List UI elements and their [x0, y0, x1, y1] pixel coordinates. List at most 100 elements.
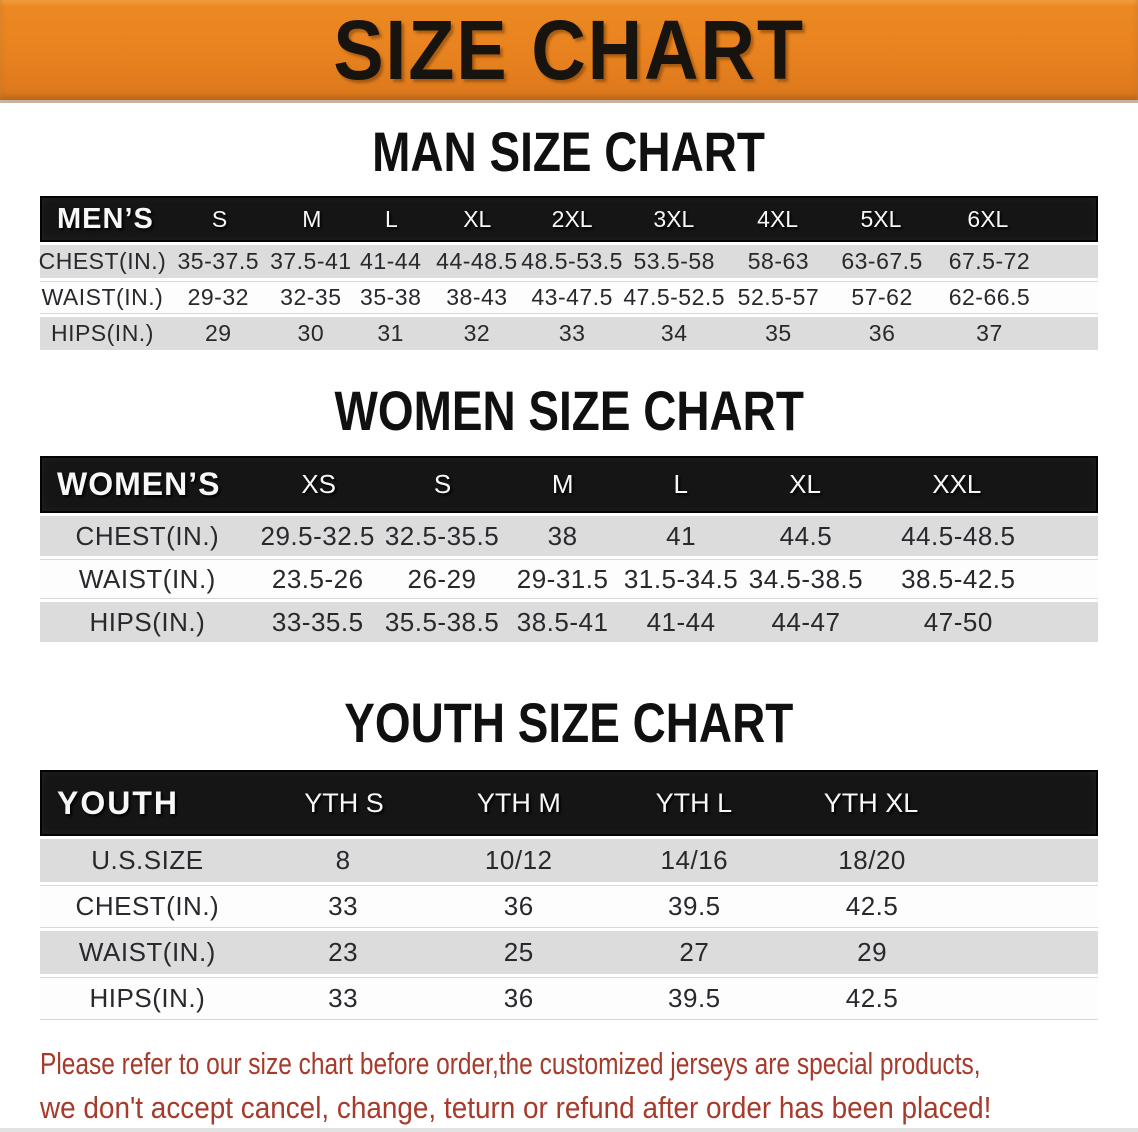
row-label: CHEST(IN.)	[38, 248, 167, 274]
header-size-label: YTH S	[304, 787, 384, 818]
size-chart-banner: SIZE CHART	[0, 0, 1138, 103]
size-cell: 34.5-38.5	[748, 563, 864, 594]
row-label: WAIST(IN.)	[41, 284, 164, 310]
table-row: WAIST(IN.) 23 25 27 29	[40, 931, 1098, 974]
row-label: CHEST(IN.)	[75, 520, 220, 551]
size-cell: 63-67.5	[841, 248, 923, 274]
size-cell: 29-31.5	[516, 563, 609, 594]
section-title: WOMEN SIZE CHART	[0, 379, 1138, 442]
header-group-label: YOUTH	[57, 784, 179, 821]
table-row: HIPS(IN.) 33 36 39.5 42.5	[40, 977, 1098, 1020]
size-cell: 47-50	[923, 606, 993, 637]
notice-text: we don't accept cancel, change, teturn o…	[40, 1090, 992, 1125]
size-cell: 29	[857, 937, 888, 967]
header-size-label: 3XL	[653, 205, 695, 232]
row-label: CHEST(IN.)	[75, 891, 220, 921]
size-cell: 35-38	[360, 284, 422, 310]
size-cell: 38.5-42.5	[901, 563, 1016, 594]
bottom-divider	[0, 1128, 1138, 1132]
header-size-label: S	[433, 469, 452, 499]
size-cell: 29-32	[187, 284, 249, 310]
section-title-text: WOMEN SIZE CHART	[334, 379, 804, 442]
row-label: HIPS(IN.)	[89, 983, 206, 1013]
size-cell: 57-62	[851, 284, 913, 310]
size-cell: 67.5-72	[948, 248, 1031, 274]
size-cell: 29	[204, 320, 232, 346]
header-size-label: 5XL	[860, 205, 902, 232]
youth-size-section: YOUTH SIZE CHART YOUTH YTH S YTH M YTH L YTH …	[0, 691, 1138, 1020]
size-cell: 36	[503, 891, 534, 921]
header-size-label: M	[302, 205, 322, 232]
size-cell: 32-35	[280, 284, 342, 310]
size-cell: 58-63	[747, 248, 810, 274]
size-cell: 23	[328, 937, 359, 967]
size-table: WOMEN’S XS S M L XL XXL CHEST(IN.) 29.5-32.5 32.5…	[40, 456, 1098, 642]
header-size-label: L	[673, 469, 688, 499]
size-cell: 37	[976, 320, 1003, 346]
size-cell: 36	[503, 983, 534, 1013]
section-title: MAN SIZE CHART	[0, 120, 1138, 183]
table-row: WAIST(IN.) 23.5-26 26-29 29-31.5 31.5-34.5 34…	[40, 559, 1098, 599]
size-cell: 8	[335, 845, 351, 875]
notice-text: Please refer to our size chart before or…	[40, 1046, 981, 1081]
header-size-label: YTH XL	[823, 787, 919, 818]
size-cell: 35-37.5	[177, 248, 260, 274]
size-cell: 32	[463, 320, 491, 346]
size-cell: 36	[868, 320, 896, 346]
header-group-label: WOMEN’S	[57, 466, 221, 502]
size-cell: 18/20	[838, 845, 906, 875]
table-row: CHEST(IN.) 33 36 39.5 42.5	[40, 885, 1098, 928]
size-cell: 48.5-53.5	[521, 248, 623, 274]
size-cell: 47.5-52.5	[623, 284, 726, 310]
notice-line-1: Please refer to our size chart before or…	[40, 1042, 1138, 1086]
header-size-label: YTH M	[476, 787, 561, 818]
row-label: WAIST(IN.)	[78, 563, 216, 594]
table-row: HIPS(IN.) 33-35.5 35.5-38.5 38.5-41 41-44 44-…	[40, 602, 1098, 642]
size-cell: 35	[765, 320, 792, 346]
size-cell: 33	[328, 891, 359, 921]
header-size-label: XL	[463, 205, 492, 232]
size-cell: 52.5-57	[737, 284, 820, 310]
table-header-row: YOUTH YTH S YTH M YTH L YTH XL	[40, 770, 1098, 836]
size-cell: 44.5-48.5	[901, 520, 1016, 551]
size-cell: 38-43	[446, 284, 508, 310]
size-cell: 27	[679, 937, 710, 967]
page-title: SIZE CHART	[333, 3, 805, 97]
header-size-label: YTH L	[655, 787, 733, 818]
size-cell: 33	[558, 320, 586, 346]
header-size-label: M	[551, 469, 574, 499]
section-title: YOUTH SIZE CHART	[0, 691, 1138, 754]
size-cell: 31.5-34.5	[623, 563, 739, 594]
header-size-label: XL	[789, 469, 821, 499]
size-cell: 39.5	[668, 983, 721, 1013]
size-cell: 42.5	[845, 983, 899, 1013]
header-size-label: XS	[301, 469, 336, 499]
row-label: WAIST(IN.)	[78, 937, 216, 967]
size-cell: 38	[547, 520, 578, 551]
table-header-row: MEN’S S M L XL 2XL 3XL 4XL 5XL 6XL	[40, 196, 1098, 242]
header-size-label: S	[211, 205, 228, 232]
size-cell: 23.5-26	[271, 563, 364, 594]
table-row: WAIST(IN.) 29-32 32-35 35-38 38-43 43-47.5 47.…	[40, 281, 1098, 314]
row-label: U.S.SIZE	[91, 845, 204, 875]
section-title-text: YOUTH SIZE CHART	[344, 691, 794, 754]
header-size-label: L	[384, 205, 398, 232]
row-label: HIPS(IN.)	[89, 606, 206, 637]
size-cell: 29.5-32.5	[260, 520, 375, 551]
table-row: CHEST(IN.) 29.5-32.5 32.5-35.5 38 41 44.5 44.5…	[40, 516, 1098, 556]
header-group-label: MEN’S	[57, 202, 154, 235]
size-cell: 53.5-58	[633, 248, 715, 274]
size-cell: 26-29	[407, 563, 477, 594]
size-cell: 30	[297, 320, 325, 346]
section-title-text: MAN SIZE CHART	[372, 120, 766, 183]
table-row: CHEST(IN.) 35-37.5 37.5-41 41-44 44-48.5 48.5…	[38, 245, 1098, 278]
header-size-label: 6XL	[967, 205, 1009, 232]
header-size-label: 4XL	[757, 205, 799, 232]
men-size-section: MAN SIZE CHART MEN’S S M L XL 2XL 3XL 4XL 5XL 6XL C…	[0, 120, 1138, 350]
size-cell: 41	[666, 520, 697, 551]
order-notice: Please refer to our size chart before or…	[40, 1042, 1138, 1130]
size-cell: 62-66.5	[948, 284, 1031, 310]
size-cell: 42.5	[845, 891, 899, 921]
size-table: YOUTH YTH S YTH M YTH L YTH XL U.S.SIZE 8 10/12…	[40, 770, 1098, 1020]
